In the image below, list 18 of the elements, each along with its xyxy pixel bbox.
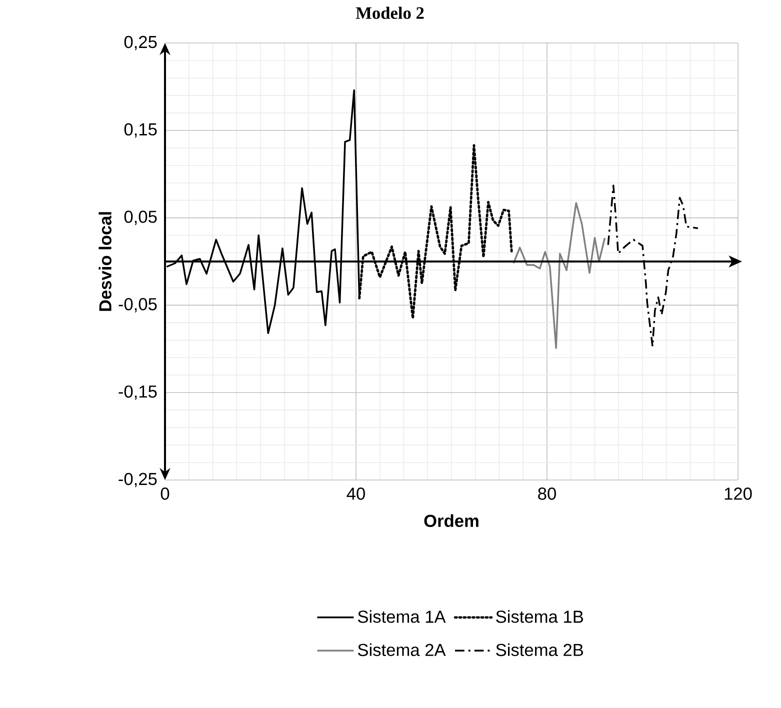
- y-axis-title: Desvio local: [98, 212, 112, 311]
- line-series: [512, 202, 606, 349]
- legend-label: Sistema 2A: [358, 643, 446, 656]
- x-tick-label: 40: [346, 488, 365, 500]
- y-tick-label: 0,05: [124, 210, 157, 225]
- chart-title: Modelo 2: [356, 6, 424, 19]
- y-tick-label: 0,15: [124, 123, 157, 138]
- x-axis-title: Ordem: [424, 514, 478, 528]
- x-tick-label: 80: [538, 488, 556, 500]
- x-tick-label: 0: [160, 488, 170, 500]
- y-tick-label: -0,15: [118, 385, 157, 400]
- legend-label: Sistema 2B: [496, 643, 584, 656]
- legend-label: Sistema 1A: [358, 610, 446, 623]
- y-tick-label: -0,05: [118, 298, 157, 312]
- y-tick-label: 0,25: [124, 36, 157, 50]
- y-tick-label: -0,25: [118, 472, 157, 488]
- legend-label: Sistema 1B: [496, 610, 584, 623]
- x-tick-label: 120: [724, 488, 752, 500]
